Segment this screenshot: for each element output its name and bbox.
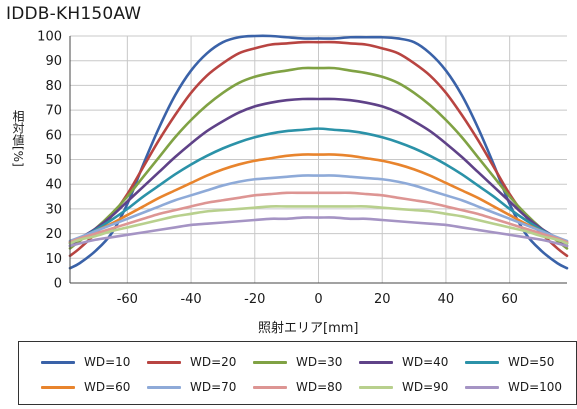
legend-item: WD=90	[359, 376, 448, 398]
tick-labels: 0 10 20 30 40 50 60 70 80 90 100 -60 -40 -20 0 20 40 60	[37, 30, 518, 308]
legend-label: WD=40	[402, 355, 449, 369]
legend-swatch	[147, 360, 181, 364]
legend-label: WD=50	[508, 355, 555, 369]
y-tick-label: 80	[45, 79, 62, 94]
legend-label: WD=80	[296, 380, 343, 394]
x-tick-label: 40	[438, 292, 455, 307]
chart-title: IDDB-KH150AW	[6, 4, 142, 24]
y-tick-label: 0	[54, 277, 62, 292]
series-line-wd-20	[68, 40, 569, 258]
legend-item: WD=50	[465, 351, 554, 373]
legend-swatch	[465, 385, 499, 389]
legend-label: WD=60	[84, 380, 131, 394]
legend: WD=10 WD=20 WD=30 WD=40 WD=50 WD=60 WD=70 WD=80…	[18, 341, 577, 405]
y-tick-label: 70	[45, 104, 62, 119]
legend-item: WD=70	[147, 376, 236, 398]
series-line-wd-90	[68, 205, 569, 245]
legend-label: WD=10	[84, 355, 131, 369]
y-tick-label: 20	[45, 227, 62, 242]
legend-item: WD=10	[41, 351, 130, 373]
series-lines	[68, 34, 569, 270]
series-line-wd-40	[68, 97, 569, 248]
y-axis-label: 相対値[%]	[11, 110, 25, 167]
y-tick-label: 50	[45, 153, 62, 168]
y-tick-label: 30	[45, 202, 62, 217]
legend-label: WD=100	[508, 380, 563, 394]
y-tick-label: 100	[37, 30, 62, 45]
legend-row: WD=10 WD=20 WD=30 WD=40 WD=50	[19, 351, 577, 373]
legend-label: WD=30	[296, 355, 343, 369]
legend-item: WD=100	[465, 376, 562, 398]
y-tick-label: 10	[45, 252, 62, 267]
x-tick-label: -60	[117, 292, 138, 307]
legend-label: WD=90	[402, 380, 449, 394]
x-tick-label: -20	[244, 292, 265, 307]
legend-label: WD=20	[190, 355, 237, 369]
legend-item: WD=80	[253, 376, 342, 398]
x-tick-label: 20	[374, 292, 391, 307]
legend-item: WD=20	[147, 351, 236, 373]
series-line-wd-50	[68, 127, 569, 245]
legend-swatch	[359, 385, 393, 389]
legend-swatch	[41, 360, 75, 364]
legend-item: WD=60	[41, 376, 130, 398]
y-tick-label: 90	[45, 54, 62, 69]
legend-item: WD=30	[253, 351, 342, 373]
legend-item: WD=40	[359, 351, 448, 373]
axes	[69, 36, 567, 284]
legend-swatch	[147, 385, 181, 389]
series-line-wd-60	[68, 153, 569, 244]
x-tick-label: 0	[314, 292, 322, 307]
series-line-wd-80	[68, 191, 569, 244]
y-tick-label: 40	[45, 178, 62, 193]
legend-swatch	[253, 360, 287, 364]
legend-label: WD=70	[190, 380, 237, 394]
legend-swatch	[253, 385, 287, 389]
x-axis-label: 照射エリア[mm]	[258, 321, 359, 336]
x-tick-label: -40	[180, 292, 201, 307]
legend-swatch	[465, 360, 499, 364]
y-tick-label: 60	[45, 128, 62, 143]
x-tick-label: 60	[501, 292, 518, 307]
legend-swatch	[41, 385, 75, 389]
legend-row: WD=60 WD=70 WD=80 WD=90 WD=100	[19, 376, 577, 398]
series-line-wd-30	[68, 66, 569, 250]
series-line-wd-70	[68, 174, 569, 243]
series-line-wd-10	[68, 34, 569, 270]
series-line-wd-100	[68, 216, 569, 248]
legend-swatch	[359, 360, 393, 364]
